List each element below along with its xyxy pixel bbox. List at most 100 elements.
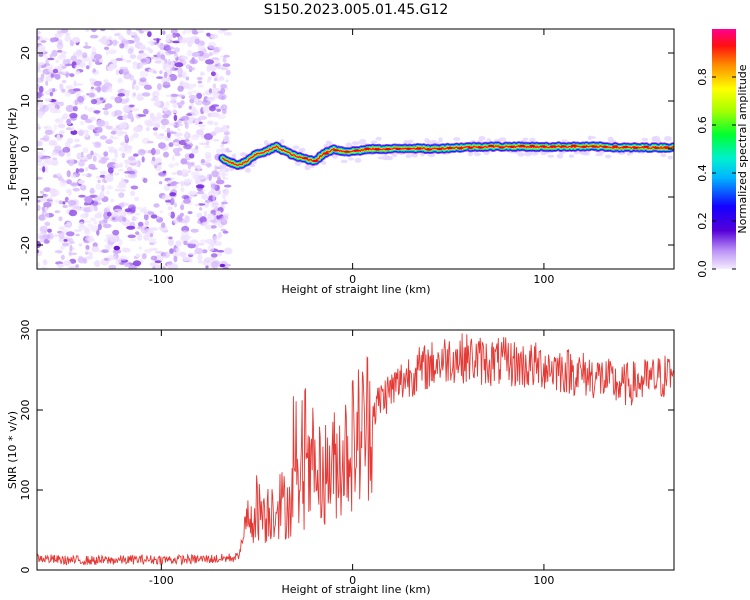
noise-blob <box>195 184 205 189</box>
noise-blob <box>90 98 98 105</box>
ridge-halo <box>348 157 354 161</box>
noise-blob <box>175 247 180 253</box>
noise-blob <box>71 205 81 211</box>
ridge-peak <box>663 146 670 149</box>
noise-blob <box>129 74 135 81</box>
noise-blob <box>74 138 80 143</box>
noise-blob <box>106 190 110 195</box>
noise-blob <box>152 70 157 74</box>
ridge-halo <box>641 137 649 142</box>
noise-blob <box>40 37 50 41</box>
noise-blob <box>168 142 174 148</box>
noise-blob <box>220 104 228 111</box>
snr-frame <box>36 329 675 571</box>
noise-blob <box>90 34 99 39</box>
noise-blob <box>186 83 194 90</box>
noise-blob <box>172 66 176 71</box>
noise-blob <box>188 105 192 110</box>
noise-blob <box>50 189 60 197</box>
x-tick-label: -100 <box>149 273 174 286</box>
noise-blob <box>108 264 117 269</box>
noise-blob <box>104 174 113 178</box>
noise-blob <box>91 246 100 253</box>
noise-blob <box>97 223 102 231</box>
noise-blob <box>52 88 56 93</box>
noise-blob <box>115 57 123 62</box>
noise-blob <box>62 59 70 65</box>
ridge-halo <box>467 151 474 157</box>
noise-blob <box>158 181 163 185</box>
noise-blob <box>37 91 42 99</box>
noise-blob <box>198 115 208 121</box>
noise-blob <box>223 32 232 36</box>
noise-blob <box>212 51 219 55</box>
noise-blob <box>173 47 180 53</box>
noise-blob <box>56 173 62 177</box>
noise-blob <box>114 152 118 158</box>
noise-blob <box>180 158 188 165</box>
ridge-halo <box>517 152 525 157</box>
noise-blob <box>108 148 117 153</box>
noise-blob <box>68 209 78 217</box>
noise-blob <box>87 237 95 242</box>
noise-blob <box>66 231 75 237</box>
noise-blob <box>79 61 86 68</box>
noise-blob <box>110 135 114 139</box>
noise-blob <box>154 60 163 64</box>
noise-blob <box>210 261 219 268</box>
noise-blob <box>97 179 101 184</box>
noise-blob <box>157 51 161 59</box>
noise-blob <box>120 177 125 184</box>
noise-blob <box>90 225 99 232</box>
noise-blob <box>52 157 58 160</box>
snr-ticks: -100 0 100 0 100 200 300 <box>19 320 674 587</box>
noise-blob <box>194 203 200 207</box>
noise-blob <box>66 179 72 185</box>
noise-blob <box>45 165 49 173</box>
ridge-halo <box>231 153 237 159</box>
noise-blob <box>44 98 52 102</box>
ridge-halo <box>498 137 507 142</box>
noise-blob <box>205 91 210 95</box>
noise-blob <box>220 55 224 59</box>
noise-blob <box>206 80 211 83</box>
noise-blob <box>69 112 78 119</box>
ridge-peak <box>302 157 309 160</box>
noise-blob <box>63 223 73 229</box>
noise-blob <box>126 225 136 230</box>
noise-blob <box>221 67 229 71</box>
spectrogram-y-axis-label: Frequency (Hz) <box>6 108 19 191</box>
ridge-halo <box>453 137 461 141</box>
noise-blob <box>226 250 231 254</box>
noise-blob <box>88 163 96 170</box>
noise-blob <box>112 229 120 236</box>
noise-blob <box>61 242 70 247</box>
noise-blob <box>110 130 117 135</box>
y-tick-label: 20 <box>19 46 32 60</box>
ridge-halo <box>478 136 486 141</box>
noise-blob <box>132 132 139 139</box>
noise-blob <box>202 261 208 266</box>
snr-y-axis-label: SNR (10 * v/v) <box>6 411 19 489</box>
noise-blob <box>111 158 117 163</box>
noise-blob <box>122 68 129 75</box>
noise-blob <box>61 79 67 84</box>
noise-blob <box>118 122 128 129</box>
noise-blob <box>171 172 177 175</box>
noise-blob <box>96 142 101 147</box>
noise-blob <box>49 91 54 97</box>
noise-blob <box>177 94 185 97</box>
noise-blob <box>157 83 162 91</box>
ridge-peak <box>384 148 391 151</box>
ridge-halo <box>667 155 673 160</box>
noise-blob <box>224 184 232 188</box>
noise-blob <box>87 124 96 131</box>
noise-blob <box>162 114 170 119</box>
noise-blob <box>85 251 89 255</box>
noise-blob <box>58 226 65 231</box>
noise-blob <box>177 119 182 124</box>
ridge-peak <box>322 152 329 155</box>
noise-blob <box>51 49 58 57</box>
noise-blob <box>90 217 96 222</box>
